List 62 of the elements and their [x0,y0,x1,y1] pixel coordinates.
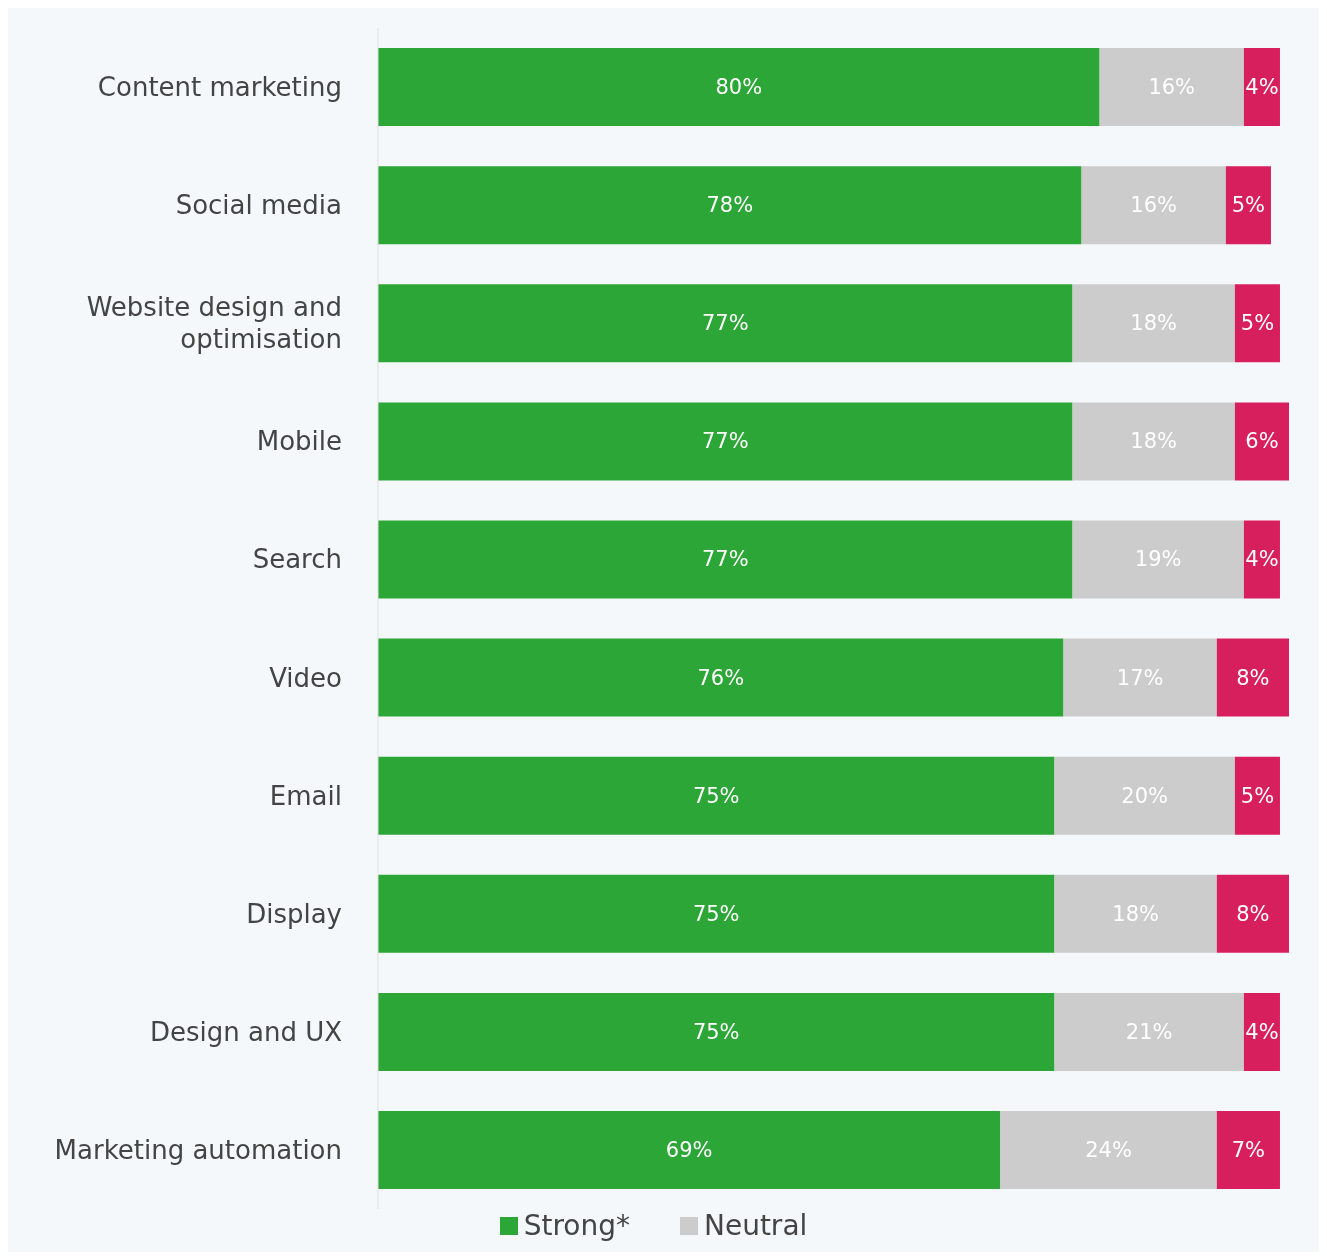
data-label: 75% [692,783,740,808]
bar [1054,756,1235,835]
bar [378,284,1073,363]
bar [1081,166,1226,245]
data-label: 78% [706,193,754,218]
y-tick-label: Mobile [256,426,342,457]
y-tick-label: Video [269,662,342,693]
data-label: 69% [665,1137,713,1162]
bar [378,48,1100,127]
data-label: 4% [1245,75,1279,100]
bar [1099,48,1244,127]
data-label: 76% [697,665,745,690]
data-label: 4% [1245,1019,1279,1044]
data-label: 8% [1236,665,1270,690]
bar [1243,992,1280,1071]
data-label: 7% [1231,1137,1266,1162]
legend-label: Neutral [702,1209,808,1242]
bar [1063,638,1217,717]
bar [378,874,1055,953]
y-tick-label: Display [246,898,342,929]
data-label: 75% [692,901,740,926]
bar [1243,48,1280,127]
bar [1216,874,1289,953]
data-label: 4% [1245,547,1279,572]
data-label: 77% [701,429,749,454]
bar [1216,638,1289,717]
data-label: 77% [701,311,749,336]
bar [378,756,1055,835]
data-label: 77% [701,547,749,572]
bar [1234,756,1280,835]
bar [1234,402,1289,481]
bar [1072,284,1235,363]
data-label: 8% [1236,901,1270,926]
bar [378,992,1055,1071]
y-tick-label: Design and UX [149,1016,342,1047]
data-label: 5% [1240,783,1275,808]
bar [1243,520,1280,599]
bar [1225,166,1271,245]
bar [1072,402,1235,481]
bar [1054,992,1244,1071]
y-tick-label: Search [252,544,342,575]
bar [1000,1110,1217,1189]
data-label: 5% [1240,311,1275,336]
bar [1216,1110,1280,1189]
bar [378,520,1073,599]
data-label: 6% [1245,429,1279,454]
bar [1072,520,1244,599]
data-label: 75% [692,1019,740,1044]
bar [378,166,1082,245]
y-tick-label: Website design and optimisation [86,292,342,355]
bar [378,638,1064,717]
bar [378,1110,1001,1189]
data-label: 5% [1231,193,1266,218]
y-tick-label: Content marketing [97,72,342,103]
bar [378,402,1073,481]
y-tick-label: Email [269,780,342,811]
bar [1054,874,1217,953]
bar [1234,284,1280,363]
y-tick-label: Social media [175,190,342,221]
data-label: 80% [715,75,763,100]
y-tick-label: Marketing automation [54,1134,342,1165]
legend-label: Strong* [522,1209,630,1242]
